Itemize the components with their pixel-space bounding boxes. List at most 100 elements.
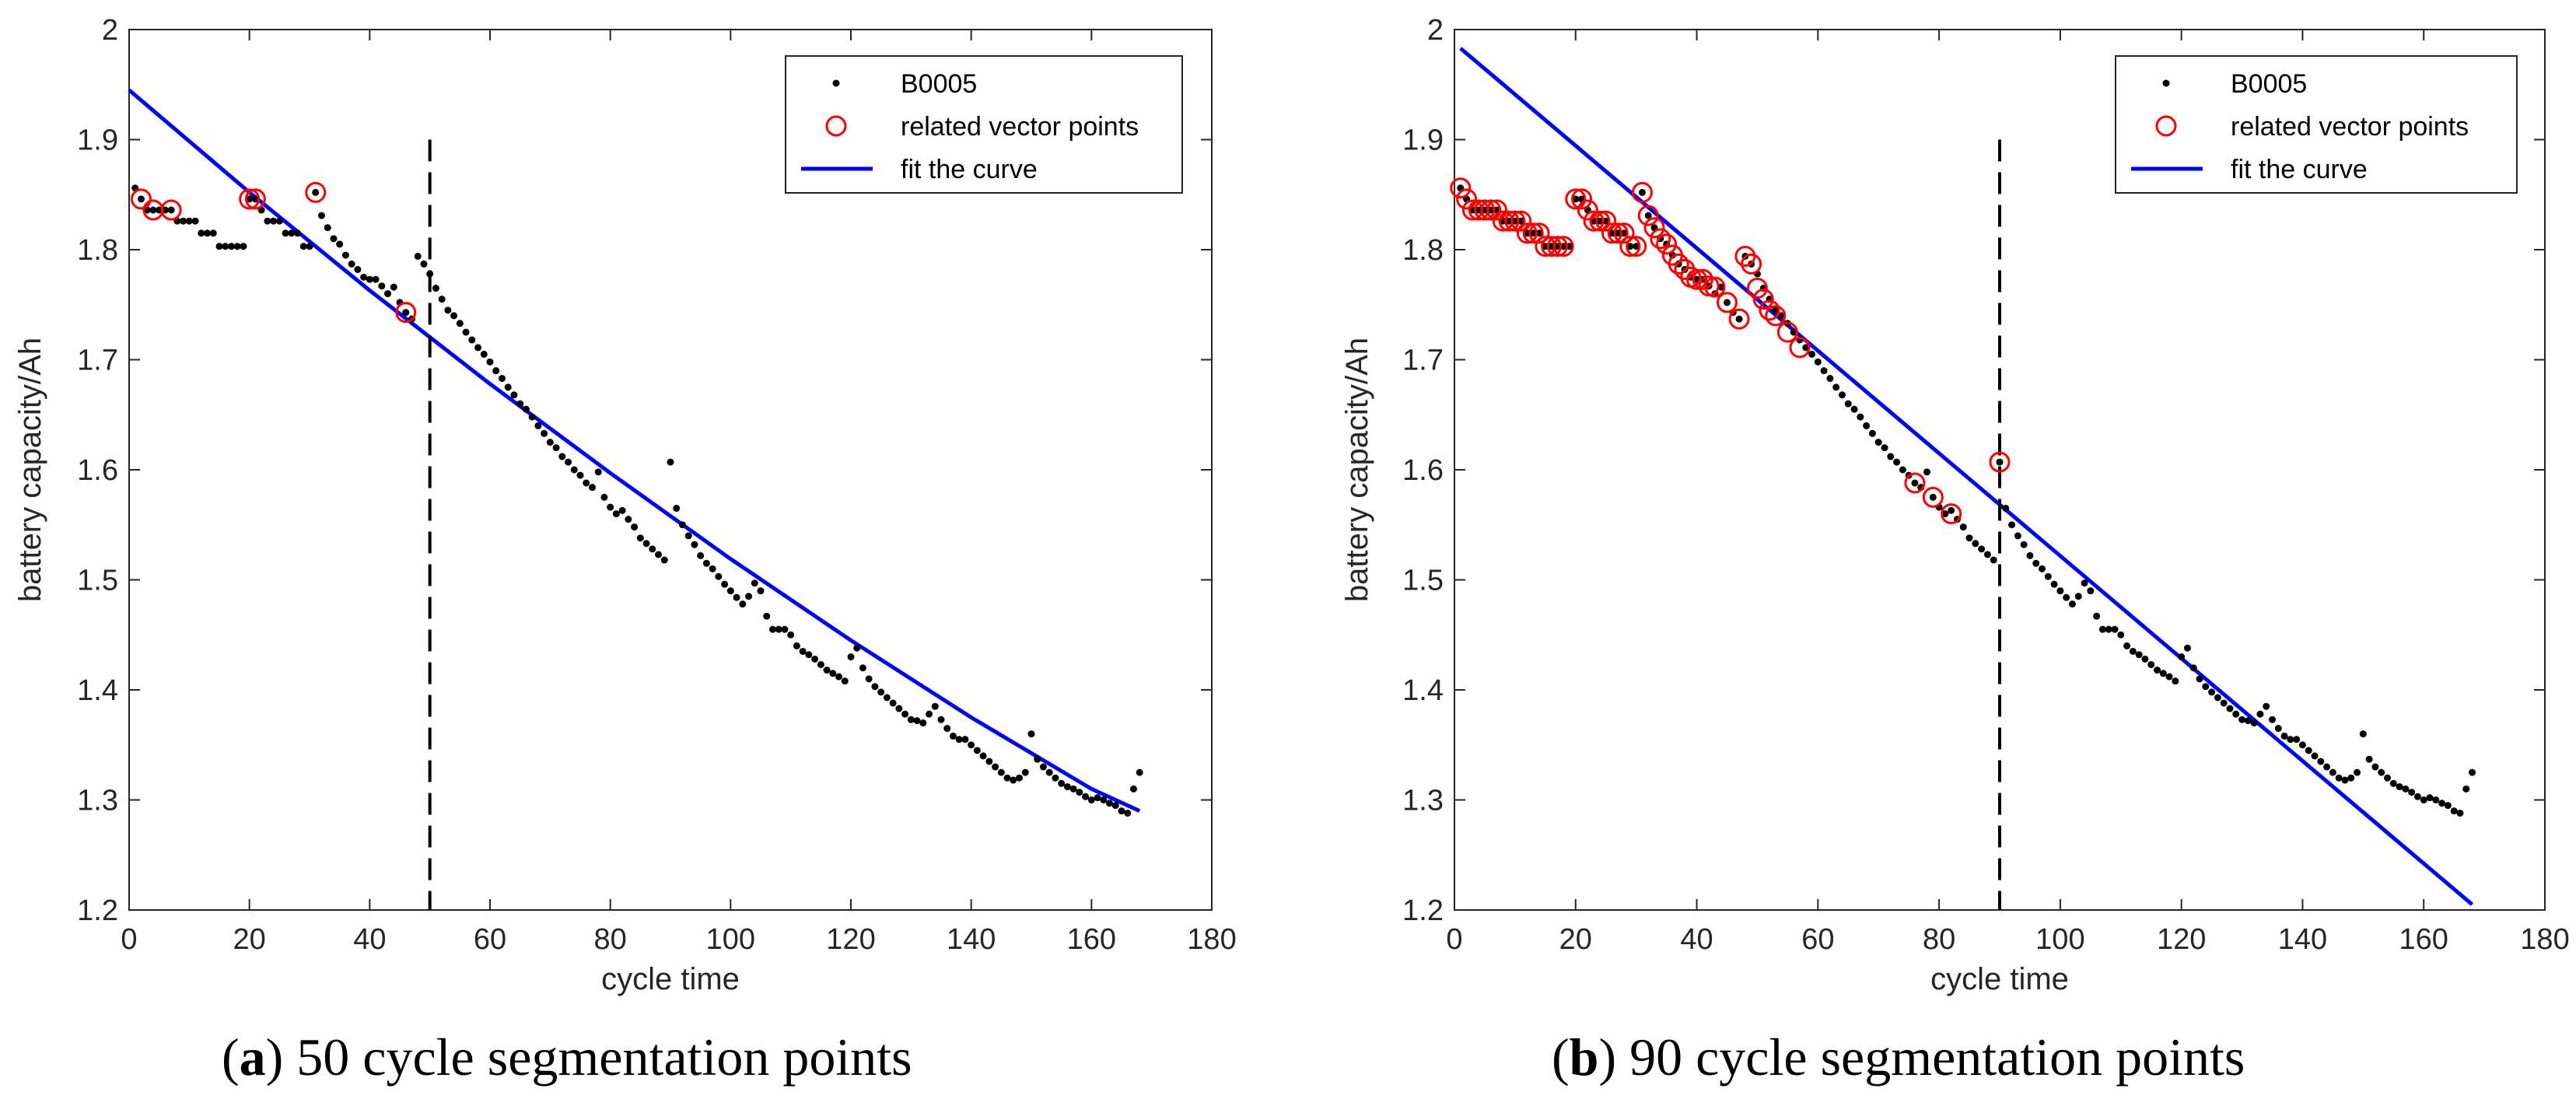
vector-point [1904, 472, 1926, 494]
vector-point [130, 188, 152, 210]
data-point [432, 285, 439, 292]
data-point [2098, 625, 2106, 633]
y-tick-label: 1.9 [77, 124, 118, 157]
vector-point [1486, 199, 1508, 221]
y-tick-label: 1.6 [1402, 454, 1444, 487]
data-point [2002, 505, 2010, 513]
x-tick-label: 80 [594, 923, 627, 956]
data-point [2347, 774, 2355, 782]
data-point [516, 400, 524, 408]
data-point [588, 484, 596, 492]
data-point [1481, 206, 1489, 214]
data-point [2081, 579, 2088, 587]
data-point [2402, 785, 2410, 793]
vector-point [305, 181, 327, 203]
data-point [2359, 730, 2367, 738]
y-tick-label: 2 [102, 14, 118, 47]
data-point [618, 506, 626, 514]
x-tick-label: 20 [233, 923, 266, 956]
vector-point [1668, 253, 1689, 275]
data-point [270, 217, 278, 225]
data-point [227, 243, 235, 250]
data-point [366, 275, 373, 283]
data-point [2426, 794, 2434, 802]
data-point [1868, 429, 1876, 437]
data-point [348, 260, 355, 268]
data-point [312, 188, 320, 196]
data-point [2413, 793, 2421, 800]
legend-entry: B0005 [901, 69, 977, 99]
legend: B0005 related vector points fit the curve [2115, 55, 2518, 194]
data-point [673, 505, 681, 513]
data-point [420, 260, 428, 268]
vector-point [1504, 210, 1526, 232]
vector-point [1607, 222, 1629, 244]
data-point [2178, 653, 2186, 661]
data-point [793, 642, 800, 649]
data-point [871, 683, 879, 691]
vector-point [1589, 210, 1611, 232]
data-point [1857, 413, 1864, 421]
data-point [546, 439, 554, 446]
vector-point [1989, 451, 2011, 473]
data-point [847, 653, 855, 661]
vector-point [1759, 299, 1780, 321]
data-point [811, 655, 819, 663]
data-point [895, 705, 903, 712]
data-point [2165, 673, 2173, 681]
data-point [1129, 785, 1137, 793]
data-point [992, 763, 999, 771]
data-point [2220, 699, 2228, 707]
data-point [378, 282, 386, 290]
data-point [2238, 716, 2246, 723]
data-point [2087, 587, 2095, 595]
vector-point [1746, 278, 1768, 299]
data-point [726, 587, 734, 595]
data-point [2462, 785, 2470, 793]
data-point [2287, 736, 2294, 744]
y-tick-label: 1.8 [1402, 234, 1444, 267]
data-point [2044, 572, 2052, 580]
data-point [1778, 312, 1786, 320]
vector-point [1686, 268, 1708, 290]
data-point [2256, 710, 2264, 718]
x-tick-label: 120 [2157, 923, 2206, 956]
data-point [678, 521, 686, 529]
data-point [709, 565, 716, 572]
data-point [1972, 540, 1979, 548]
data-point [2378, 768, 2385, 776]
data-point [787, 631, 795, 639]
data-point [215, 243, 223, 250]
data-point [1983, 551, 1991, 558]
data-point [2305, 747, 2312, 754]
vector-point [1516, 222, 1538, 244]
data-point [889, 699, 897, 707]
data-point [1772, 306, 1780, 314]
data-point [2469, 768, 2476, 776]
data-point [317, 212, 325, 219]
data-point [1118, 807, 1125, 815]
data-point [1941, 510, 1949, 518]
data-point [2383, 774, 2391, 782]
data-point [1052, 774, 1059, 782]
vector-point [1577, 199, 1598, 221]
data-point [817, 660, 824, 668]
data-point [354, 265, 362, 273]
data-point [1850, 405, 1858, 413]
data-point [1082, 793, 1090, 800]
vector-point [1789, 337, 1811, 359]
data-point [691, 541, 698, 548]
x-tick-label: 100 [2035, 923, 2084, 956]
data-point [137, 195, 145, 203]
data-point [2329, 768, 2336, 776]
data-point [1838, 391, 1846, 399]
data-point [2298, 741, 2306, 749]
data-point [907, 716, 915, 723]
data-point [299, 243, 307, 250]
vector-point [1595, 210, 1617, 232]
vector-point [1522, 222, 1544, 244]
data-point [576, 471, 584, 479]
data-point [1487, 206, 1495, 214]
legend: B0005 related vector points fit the curve [785, 55, 1183, 194]
data-point [2408, 789, 2416, 796]
